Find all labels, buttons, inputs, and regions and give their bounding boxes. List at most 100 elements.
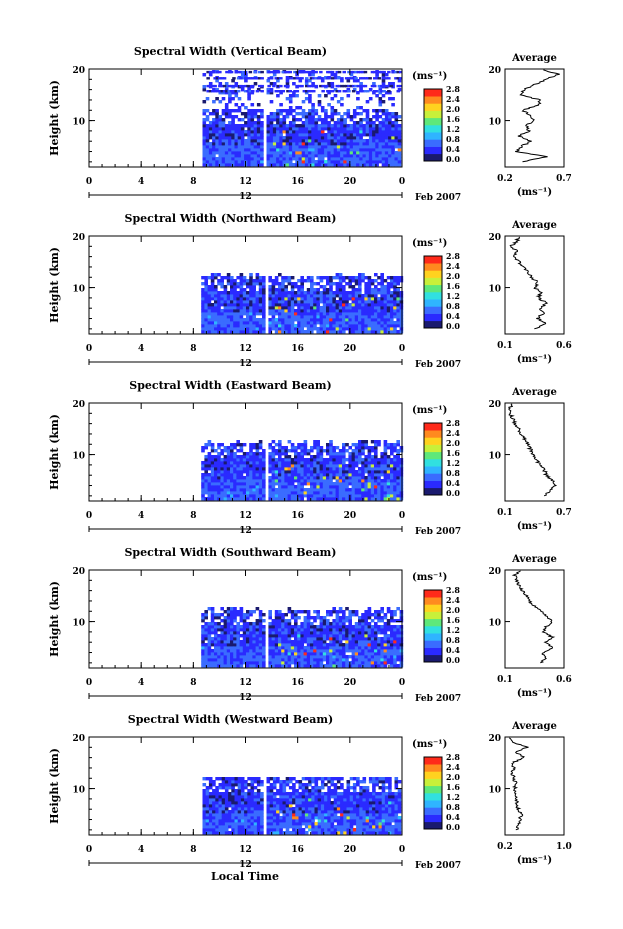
heatmap-cell bbox=[231, 160, 235, 164]
heatmap-cell bbox=[310, 285, 314, 289]
heatmap-cell bbox=[242, 452, 247, 456]
heatmap-cell bbox=[221, 136, 226, 140]
heatmap-cell bbox=[377, 309, 381, 313]
heatmap-cell bbox=[295, 112, 299, 116]
heatmap-cell bbox=[217, 649, 221, 653]
heatmap-cell bbox=[320, 145, 325, 149]
heatmap-cell bbox=[364, 330, 368, 334]
heatmap-cell bbox=[359, 77, 363, 80]
heatmap-cell bbox=[262, 482, 266, 486]
heatmap-cell bbox=[290, 655, 295, 659]
heatmap-cell bbox=[297, 464, 301, 468]
heatmap-cell bbox=[383, 613, 388, 617]
heatmap-cell bbox=[207, 655, 212, 659]
heatmap-cell bbox=[363, 77, 368, 80]
heatmap-cell bbox=[340, 84, 344, 88]
heatmap-cell bbox=[316, 449, 320, 453]
heatmap-cell bbox=[202, 127, 207, 131]
heatmap-cell bbox=[269, 136, 274, 140]
heatmap-cell bbox=[284, 485, 288, 489]
x-tick-label: 16 bbox=[291, 177, 304, 187]
heatmap-cell bbox=[226, 491, 231, 495]
heatmap-cell bbox=[284, 664, 288, 668]
heatmap-cell bbox=[329, 625, 333, 629]
heatmap-cell bbox=[258, 652, 263, 656]
heatmap-cell bbox=[313, 306, 317, 310]
heatmap-cells bbox=[201, 273, 404, 334]
heatmap-cell bbox=[303, 464, 308, 468]
heatmap-cell bbox=[272, 154, 277, 158]
heatmap-cell bbox=[326, 649, 330, 653]
heatmap-cell bbox=[374, 312, 378, 316]
heatmap-cell bbox=[268, 637, 272, 641]
heatmap-cell bbox=[249, 613, 253, 617]
heatmap-cell bbox=[249, 273, 253, 277]
heatmap-cell bbox=[287, 276, 292, 280]
heatmap-cell bbox=[319, 321, 324, 325]
heatmap-cell bbox=[246, 294, 250, 298]
heatmap-cell bbox=[284, 634, 288, 638]
heatmap-cell bbox=[278, 643, 282, 647]
colorbar-swatch bbox=[424, 299, 442, 307]
heatmap-cell bbox=[242, 622, 247, 626]
heatmap-cell bbox=[230, 634, 234, 638]
heatmap-cell bbox=[250, 124, 255, 128]
heatmap-cell bbox=[250, 127, 255, 131]
heatmap-cell bbox=[329, 464, 333, 468]
heatmap-cell bbox=[316, 318, 320, 322]
colorbar-tick-label: 0.4 bbox=[446, 478, 460, 488]
heatmap-cell bbox=[260, 163, 264, 167]
heatmap-cell bbox=[218, 139, 223, 143]
heatmap-cell bbox=[208, 157, 213, 161]
heatmap-cell bbox=[258, 610, 263, 614]
heatmap-cell bbox=[367, 664, 372, 668]
heatmap-cell bbox=[317, 103, 322, 107]
heatmap-cell bbox=[228, 121, 232, 125]
heatmap-cell bbox=[319, 497, 324, 501]
heatmap-cell bbox=[324, 154, 328, 158]
heatmap-cell bbox=[201, 643, 205, 647]
y-tick-label: 10 bbox=[72, 118, 85, 128]
heatmap-cell bbox=[298, 151, 303, 155]
heatmap-cell bbox=[204, 461, 208, 465]
heatmap-cell bbox=[313, 282, 317, 286]
heatmap-cell bbox=[223, 455, 228, 459]
heatmap-cell bbox=[278, 309, 282, 313]
heatmap-cell bbox=[329, 315, 333, 319]
heatmap-cell bbox=[336, 139, 341, 143]
heatmap-cell bbox=[244, 112, 248, 116]
heatmap-cell bbox=[218, 148, 223, 152]
heatmap-cell bbox=[294, 318, 298, 322]
heatmap-cell bbox=[344, 90, 349, 93]
heatmap-cell bbox=[304, 136, 309, 140]
heatmap-cell bbox=[255, 491, 260, 495]
heatmap-cell bbox=[346, 163, 351, 167]
heatmap-cell bbox=[329, 327, 333, 331]
heatmap-cell bbox=[345, 637, 349, 641]
heatmap-cell bbox=[386, 494, 391, 498]
heatmap-cell bbox=[217, 461, 221, 465]
heatmap-cell bbox=[308, 121, 312, 125]
heatmap-cell bbox=[338, 303, 343, 307]
heatmap-cell bbox=[383, 625, 388, 629]
heatmap-cell bbox=[352, 130, 357, 134]
heatmap-cell bbox=[226, 449, 231, 453]
heatmap-cell bbox=[217, 485, 221, 489]
heatmap-cell bbox=[314, 118, 319, 122]
heatmap-cell bbox=[234, 130, 239, 134]
heatmap-cell bbox=[233, 664, 237, 668]
heatmap-cell bbox=[297, 610, 301, 614]
heatmap-cell bbox=[342, 631, 346, 635]
heatmap-cell bbox=[364, 294, 368, 298]
heatmap-cell bbox=[234, 136, 239, 140]
heatmap-cell bbox=[378, 133, 383, 137]
heatmap-cell bbox=[308, 124, 312, 128]
heatmap-cell bbox=[380, 640, 384, 644]
heatmap-cell bbox=[297, 470, 301, 474]
heatmap-cell bbox=[319, 652, 324, 656]
heatmap-cell bbox=[316, 637, 320, 641]
heatmap-cell bbox=[342, 443, 346, 447]
heatmap-cell bbox=[378, 115, 383, 119]
heatmap-cell bbox=[306, 634, 311, 638]
heatmap-cell bbox=[317, 160, 322, 164]
